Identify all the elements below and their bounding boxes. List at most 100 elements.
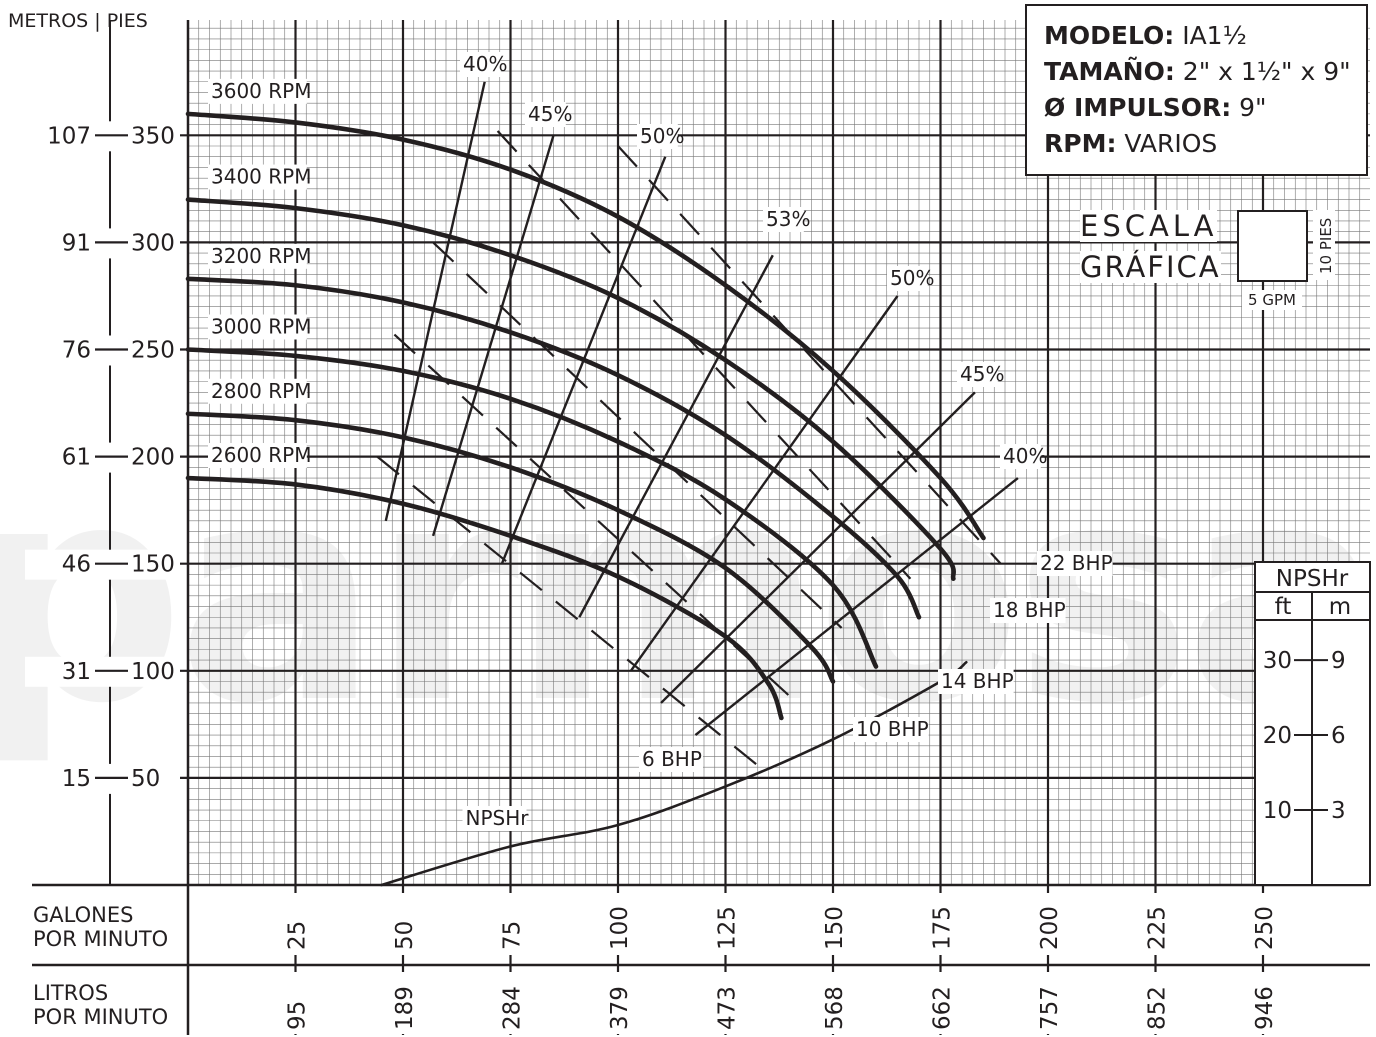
ytick-feet: 300: [131, 230, 175, 256]
head-curve: [185, 347, 879, 669]
size-value: 2" x 1½" x 9": [1174, 57, 1351, 86]
efficiency-label-bg: [763, 207, 804, 232]
scale-square: [1237, 210, 1308, 282]
xtick-gpm: 125: [715, 906, 741, 950]
xtick-gpm: 225: [1145, 906, 1171, 950]
efficiency-line: [629, 295, 899, 672]
xtick-lpm-bg: [1142, 972, 1169, 1034]
xtick-lpm: 473: [715, 986, 741, 1030]
ytick-feet: 350: [131, 123, 175, 149]
xtick-gpm-bg: [1035, 893, 1061, 955]
efficiency-label: 50%: [890, 266, 934, 290]
efficiency-label-bg: [525, 102, 566, 127]
ytick-feet: 250: [131, 338, 175, 364]
efficiency-label-bg: [637, 124, 678, 149]
ytick-meters: 46: [62, 552, 91, 578]
xtick-lpm: 379: [607, 986, 633, 1030]
efficiency-label: 40%: [1003, 444, 1047, 468]
head-curve-label: 2800 RPM: [211, 379, 311, 403]
head-curve-label: 2600 RPM: [211, 443, 311, 467]
efficiency-label-bg: [460, 52, 501, 77]
npshr-tick-m: 3: [1331, 798, 1346, 824]
efficiency-line: [431, 134, 555, 537]
ytick-meters: 91: [62, 230, 91, 256]
npshr-tick-ft: 20: [1263, 723, 1292, 749]
scale-label-line1: ESCALA: [1080, 209, 1218, 243]
head-curve-label-bg: [208, 243, 307, 269]
impeller-value: 9": [1231, 93, 1267, 122]
x-axis-title-gpm-2: POR MINUTO: [33, 927, 168, 951]
xtick-lpm: 662: [930, 986, 956, 1030]
xtick-gpm-bg: [497, 893, 524, 955]
size-label: TAMAÑO:: [1044, 57, 1175, 86]
ytick-feet: 200: [131, 445, 175, 471]
bhp-line: [376, 455, 761, 769]
xtick-gpm: 250: [1252, 906, 1278, 950]
ytick-feet: 100: [131, 659, 175, 685]
xtick-gpm-bg: [282, 893, 309, 955]
bhp-label-bg: [639, 747, 703, 772]
xtick-lpm: 946: [1252, 986, 1278, 1030]
head-curve-label: 3000 RPM: [211, 315, 311, 339]
ytick-feet: 150: [131, 552, 175, 578]
xtick-gpm-bg: [1250, 893, 1276, 955]
npshr-axis-title: NPSHr: [1276, 566, 1349, 592]
xtick-lpm-bg: [605, 972, 631, 1034]
efficiency-line: [578, 254, 774, 618]
xtick-lpm-bg: [390, 972, 416, 1034]
xtick-lpm: 95: [285, 1001, 311, 1030]
xtick-gpm: 200: [1037, 906, 1063, 950]
head-curve-label: 3400 RPM: [211, 165, 311, 189]
npshr-axis-unit-ft: ft: [1275, 594, 1292, 620]
rpm-value: VARIOS: [1116, 129, 1218, 158]
head-curve-label-bg: [208, 443, 307, 469]
ytick-meters: 76: [62, 338, 91, 364]
bhp-label-bg: [938, 669, 1014, 694]
xtick-lpm: 568: [822, 986, 848, 1030]
bhp-line: [496, 130, 912, 580]
bhp-label: 18 BHP: [993, 598, 1066, 622]
head-curve-label-bg: [208, 78, 307, 104]
model-info-box: MODELO: IA1½ TAMAÑO: 2" x 1½" x 9" Ø IMP…: [1025, 4, 1368, 176]
efficiency-label: 40%: [463, 52, 507, 76]
ytick-feet: 50: [131, 766, 160, 792]
xtick-gpm: 175: [930, 906, 956, 950]
ytick-meters: 31: [62, 659, 91, 685]
left-axis-title: METROS | PIES: [8, 10, 148, 32]
bhp-label-bg: [853, 717, 929, 742]
ytick-meters: 61: [62, 445, 91, 471]
efficiency-label: 53%: [766, 207, 810, 231]
bhp-label-bg: [990, 598, 1066, 623]
xtick-lpm-bg: [497, 972, 524, 1034]
xtick-lpm-bg: [1035, 972, 1061, 1034]
scale-vertical-label: 10 PIES: [1317, 218, 1335, 274]
npshr-tick-m: 6: [1331, 723, 1346, 749]
xtick-lpm: 189: [392, 986, 418, 1030]
impeller-label: Ø IMPULSOR:: [1044, 93, 1232, 122]
npshr-tick-ft: 30: [1263, 648, 1292, 674]
model-line: MODELO: IA1½: [1044, 18, 1366, 54]
bhp-label: 10 BHP: [856, 717, 929, 741]
npshr-curve-label-bg: [462, 806, 527, 832]
size-line: TAMAÑO: 2" x 1½" x 9": [1044, 54, 1366, 90]
scale-vertical-bg: [1313, 210, 1335, 280]
impeller-line: Ø IMPULSOR: 9": [1044, 90, 1366, 126]
efficiency-line: [660, 391, 976, 704]
bhp-label: 14 BHP: [941, 669, 1014, 693]
scale-horizontal-bg: [1242, 290, 1302, 310]
efficiency-label: 45%: [960, 362, 1004, 386]
efficiency-label-bg: [887, 266, 928, 291]
npshr-axis-unit-m: m: [1329, 594, 1351, 620]
head-curve: [185, 475, 784, 721]
xtick-lpm: 757: [1037, 986, 1063, 1030]
model-value: IA1½: [1174, 21, 1247, 50]
xtick-lpm-bg: [820, 972, 846, 1034]
head-curve: [185, 276, 922, 620]
xtick-lpm-bg: [927, 972, 954, 1034]
xtick-gpm-bg: [390, 893, 416, 955]
xtick-gpm-bg: [1142, 893, 1169, 955]
rpm-label: RPM:: [1044, 129, 1117, 158]
bhp-label-bg: [1037, 551, 1113, 576]
head-curve-label-bg: [208, 378, 307, 404]
